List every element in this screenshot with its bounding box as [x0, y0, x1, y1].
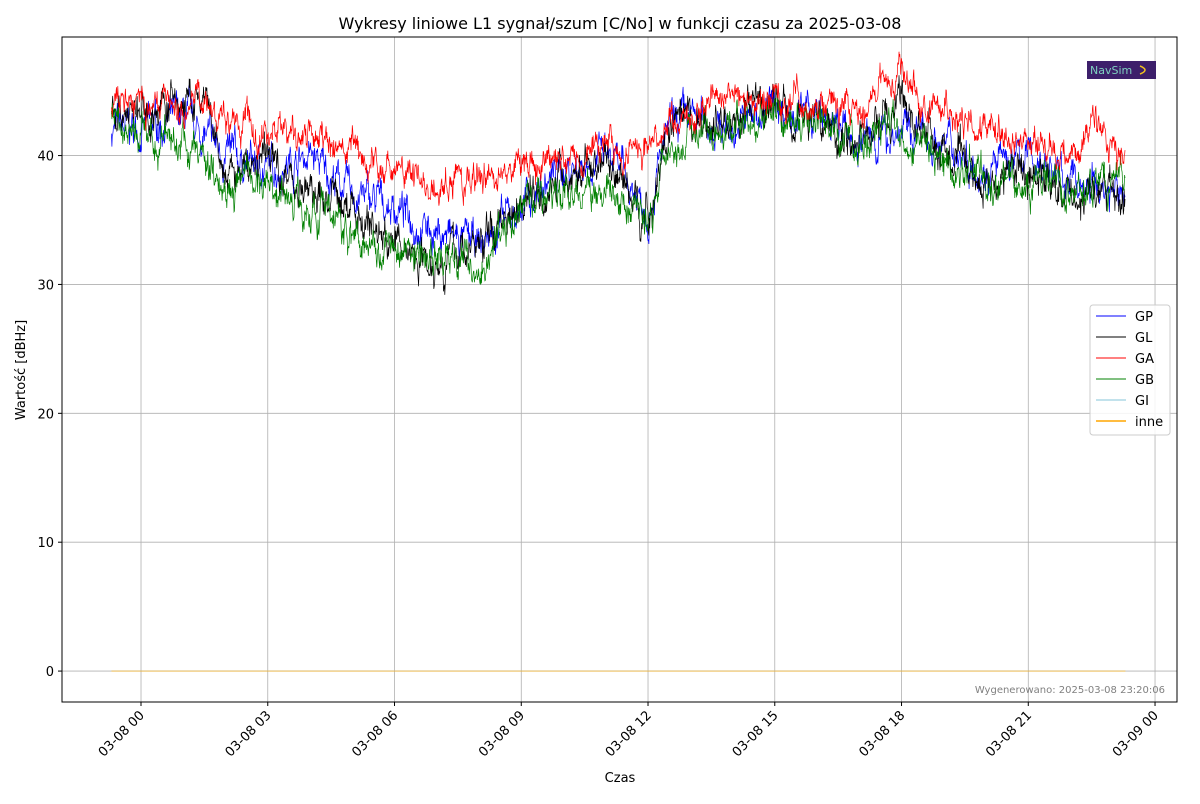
- plot-frame: [61, 36, 1178, 703]
- x-tick-label: 03-08 15: [730, 708, 782, 760]
- y-tick-label: 30: [37, 278, 54, 293]
- series-line-gp: [111, 85, 1126, 260]
- svg-text:NavSim: NavSim: [1090, 64, 1132, 77]
- x-tick-label: 03-08 21: [983, 708, 1035, 760]
- series-line-ga: [111, 51, 1126, 206]
- chart-title: Wykresy liniowe L1 sygnał/szum [C/No] w …: [339, 14, 902, 33]
- legend-label: GL: [1135, 331, 1153, 346]
- x-tick-label: 03-08 18: [856, 708, 908, 760]
- x-tick-label: 03-08 12: [603, 708, 655, 760]
- y-axis-label: Wartość [dBHz]: [14, 320, 29, 420]
- y-tick-label: 20: [37, 407, 54, 422]
- legend: GP GL GA GB GI inne: [1089, 304, 1171, 436]
- legend-label: GI: [1135, 394, 1149, 409]
- legend-label: inne: [1135, 415, 1163, 430]
- y-tick-label: 40: [37, 150, 54, 165]
- x-tick-label: 03-08 03: [223, 708, 275, 760]
- generated-annotation: Wygenerowano: 2025-03-08 23:20:06: [975, 685, 1165, 696]
- x-tick-label: 03-08 09: [476, 708, 528, 760]
- series-line-gb: [111, 94, 1126, 285]
- x-tick-label: 03-09 00: [1110, 708, 1162, 760]
- x-tick-label: 03-08 00: [96, 708, 148, 760]
- legend-box: [1089, 304, 1171, 436]
- legend-label: GP: [1135, 310, 1153, 325]
- y-tick-label: 0: [46, 665, 54, 680]
- navsim-logo: NavSim: [1087, 61, 1156, 79]
- x-axis-label: Czas: [605, 771, 636, 786]
- legend-label: GA: [1135, 352, 1154, 367]
- series-line-gl: [111, 75, 1126, 295]
- y-tick-label: 10: [37, 536, 54, 551]
- legend-label: GB: [1135, 373, 1154, 388]
- x-tick-label: 03-08 06: [349, 708, 401, 760]
